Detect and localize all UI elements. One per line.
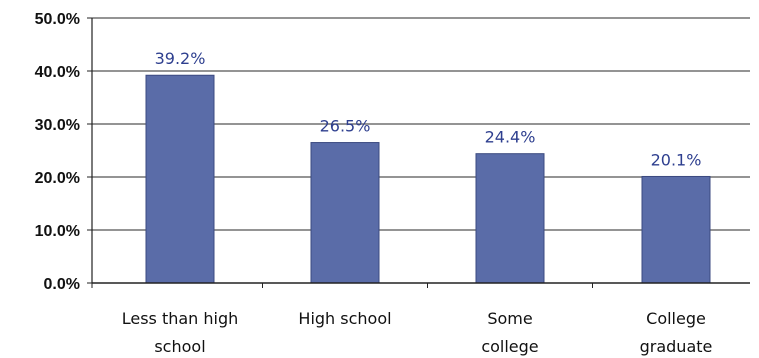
category-label-line: High school	[298, 309, 391, 328]
category-label-line: college	[481, 337, 538, 356]
y-tick-label: 30.0%	[35, 117, 80, 134]
category-label-line: Some	[487, 309, 532, 328]
data-label-2: 24.4%	[485, 128, 536, 147]
data-label-1: 26.5%	[320, 117, 371, 136]
category-label-line: College	[646, 309, 706, 328]
y-tick-label: 10.0%	[35, 223, 80, 240]
y-tick-label: 40.0%	[35, 64, 80, 81]
data-label-3: 20.1%	[651, 150, 702, 169]
axes	[87, 17, 750, 288]
x-axis-category-labels: Less than high school High school Some colle…	[122, 309, 713, 356]
category-label-line: Less than high	[122, 309, 239, 328]
category-label-0: Less than high school	[122, 309, 239, 356]
y-axis-tick-labels: 0.0% 10.0% 20.0% 30.0% 40.0% 50.0%	[35, 11, 80, 293]
category-label-line: graduate	[640, 337, 713, 356]
y-tick-label: 20.0%	[35, 170, 80, 187]
y-tick-label: 50.0%	[35, 11, 80, 28]
category-label-1: High school	[298, 309, 391, 328]
y-tick-label: 0.0%	[44, 276, 80, 293]
bar-1	[310, 142, 380, 284]
data-labels: 39.2% 26.5% 24.4% 20.1%	[155, 49, 702, 169]
bar-3	[641, 175, 711, 284]
data-label-0: 39.2%	[155, 49, 206, 68]
bar-2	[475, 153, 545, 284]
bars	[145, 74, 711, 284]
bar-0	[145, 74, 215, 284]
category-label-3: College graduate	[640, 309, 713, 356]
category-label-line: school	[154, 337, 205, 356]
category-label-2: Some college	[481, 309, 538, 356]
